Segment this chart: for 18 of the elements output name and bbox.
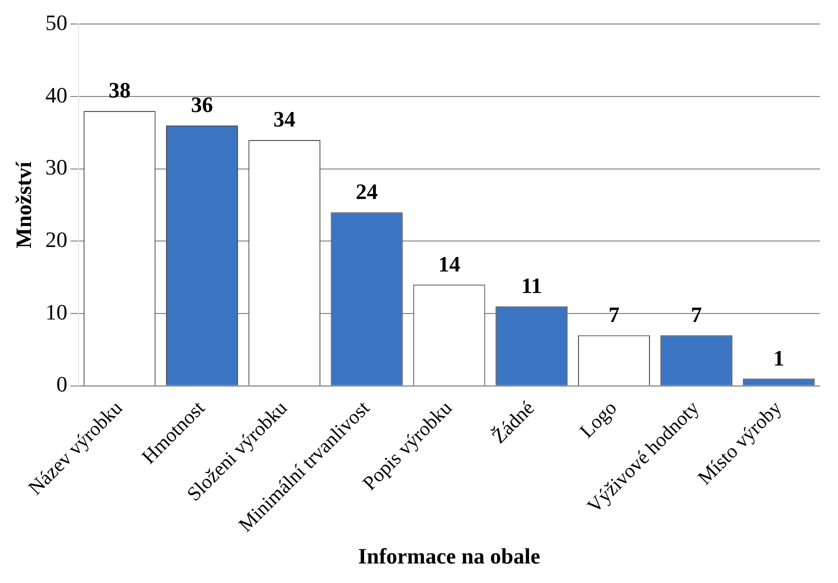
data-label: 7	[608, 302, 620, 327]
data-label: 14	[438, 251, 460, 276]
y-tick-label: 30	[45, 154, 68, 180]
data-label: 36	[191, 92, 213, 118]
y-tick-label: 10	[45, 299, 68, 324]
y-tick-label: 40	[45, 82, 68, 108]
y-tick-label: 0	[56, 372, 68, 397]
data-label: 1	[773, 345, 784, 370]
data-label: 38	[108, 78, 131, 103]
x-axis-title: Informace na obale	[358, 543, 540, 568]
data-label: 34	[273, 106, 296, 132]
data-label: 24	[356, 178, 378, 204]
y-tick-label: 20	[45, 226, 68, 252]
data-label: 7	[690, 302, 702, 327]
y-tick-label: 50	[45, 10, 68, 35]
data-label: 11	[521, 273, 542, 298]
y-axis-title: Množství	[10, 160, 36, 248]
x-tick-label: Logo	[576, 397, 622, 442]
